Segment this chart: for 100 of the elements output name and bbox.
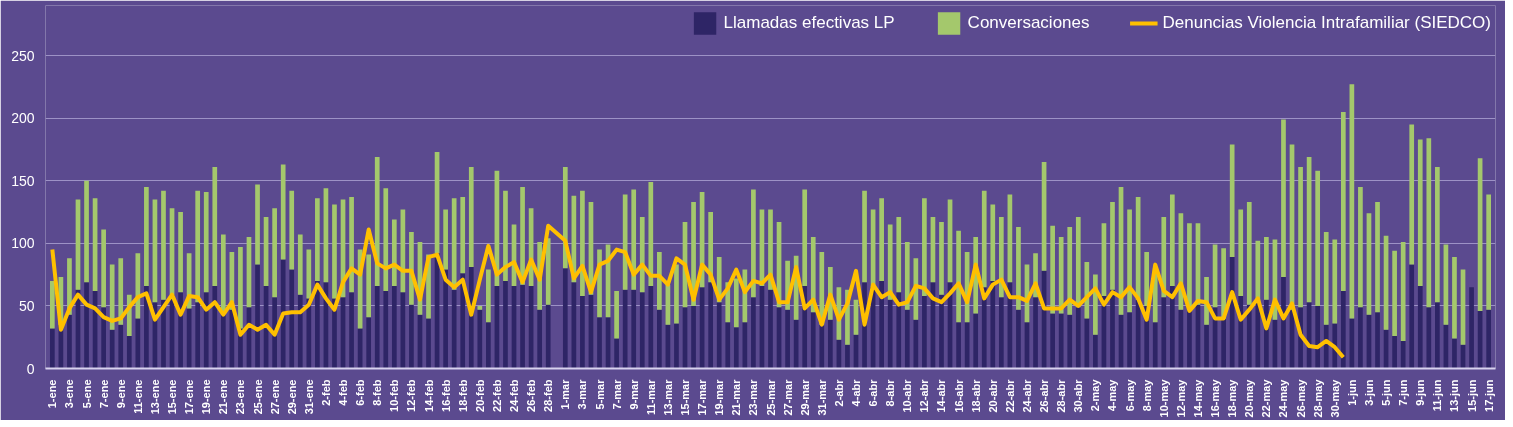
bar: [280, 259, 286, 369]
bar: [785, 309, 790, 369]
bar: [802, 189, 808, 286]
x-tick-label: 24-feb: [508, 379, 521, 412]
x-tick-label: 9-mar: [627, 378, 640, 410]
bar: [956, 230, 961, 323]
bar: [503, 280, 508, 369]
bar: [1204, 324, 1209, 369]
x-tick-label: 4-feb: [337, 379, 350, 406]
bar: [614, 290, 619, 339]
y-tick-label: 100: [11, 235, 35, 252]
x-tick-label: 2-may: [1089, 378, 1102, 412]
bar: [768, 289, 773, 369]
bar: [1058, 313, 1064, 369]
bar: [887, 299, 893, 369]
x-tick-label: 8-feb: [371, 379, 384, 406]
bar: [306, 298, 312, 369]
bar: [1152, 322, 1158, 369]
bar: [648, 181, 654, 286]
bar: [366, 254, 372, 318]
legend-label: Llamadas efectivas LP: [723, 13, 895, 33]
bar: [1392, 335, 1397, 369]
bar: [622, 194, 628, 290]
bar: [1238, 209, 1244, 296]
bar: [280, 164, 286, 260]
x-tick-label: 31-mar: [815, 378, 828, 416]
bar: [597, 317, 602, 369]
x-tick-label: 8-may: [1140, 378, 1153, 412]
x-tick-label: 4-abr: [850, 378, 862, 407]
x-tick-label: 7-mar: [610, 378, 623, 410]
x-tick-label: 4-may: [1106, 378, 1119, 412]
x-tick-label: 23-mar: [747, 378, 760, 416]
bar: [819, 324, 825, 369]
bar: [203, 192, 209, 293]
x-tick-label: 5-jun: [1380, 379, 1393, 406]
bar: [366, 317, 372, 369]
bar: [1281, 277, 1286, 369]
bar: [1127, 209, 1132, 313]
bar: [639, 217, 645, 293]
bar: [84, 180, 89, 283]
bar: [1161, 297, 1167, 369]
x-tick-label: 26-abr: [1038, 378, 1051, 413]
bar: [580, 190, 585, 296]
bar: [383, 188, 389, 291]
x-tick-label: 1-ene: [46, 379, 59, 409]
x-tick-label: 20-abr: [986, 378, 999, 413]
bar: [1246, 202, 1252, 305]
bar: [1298, 166, 1303, 308]
bar: [904, 309, 910, 369]
bar: [503, 190, 508, 281]
x-tick-label: 16-abr: [952, 378, 965, 413]
bar: [1426, 138, 1432, 308]
x-tick-label: 18-feb: [456, 379, 469, 412]
bar: [1358, 187, 1363, 308]
bar: [998, 217, 1004, 298]
x-tick-label: 20-feb: [473, 379, 486, 412]
bar: [349, 197, 354, 293]
x-tick-label: 6-may: [1123, 378, 1136, 412]
bar: [1255, 302, 1261, 369]
x-tick-label: 21-mar: [730, 378, 743, 416]
bar: [922, 295, 927, 369]
bar: [648, 285, 654, 369]
bar: [828, 319, 833, 369]
bar: [1392, 250, 1397, 336]
bar: [451, 198, 457, 290]
bar: [1323, 232, 1329, 325]
x-tick-label: 24-abr: [1020, 378, 1033, 413]
x-tick-label: 21-ene: [217, 379, 230, 415]
bar: [1486, 194, 1492, 310]
bar: [973, 313, 979, 369]
x-tick-label: 19-mar: [713, 378, 726, 416]
x-tick-label: 28-abr: [1055, 378, 1068, 413]
bar: [460, 197, 466, 274]
bar: [349, 292, 354, 369]
x-tick-label: 6-feb: [354, 379, 367, 406]
bar: [520, 284, 525, 369]
x-tick-label: 18-abr: [969, 378, 982, 413]
bar: [1417, 285, 1423, 369]
x-tick-label: 14-abr: [935, 378, 948, 413]
bar: [537, 309, 543, 369]
bar: [443, 269, 448, 369]
bar: [306, 249, 312, 299]
bar: [1016, 309, 1021, 369]
x-tick-label: 12-feb: [405, 379, 418, 412]
bar: [913, 319, 919, 369]
x-tick-label: 16-may: [1209, 378, 1222, 418]
x-tick-label: 25-ene: [251, 379, 264, 415]
x-tick-label: 15-ene: [166, 379, 179, 415]
bar: [84, 282, 89, 369]
bar: [1452, 338, 1457, 369]
bar: [118, 258, 124, 325]
bar: [1144, 252, 1150, 306]
bar: [580, 295, 585, 369]
bar: [220, 234, 226, 314]
bar: [1067, 314, 1073, 369]
y-tick-label: 150: [11, 172, 35, 189]
bar: [477, 305, 483, 310]
bar: [161, 190, 166, 300]
bar: [289, 269, 295, 369]
bar: [922, 198, 927, 296]
